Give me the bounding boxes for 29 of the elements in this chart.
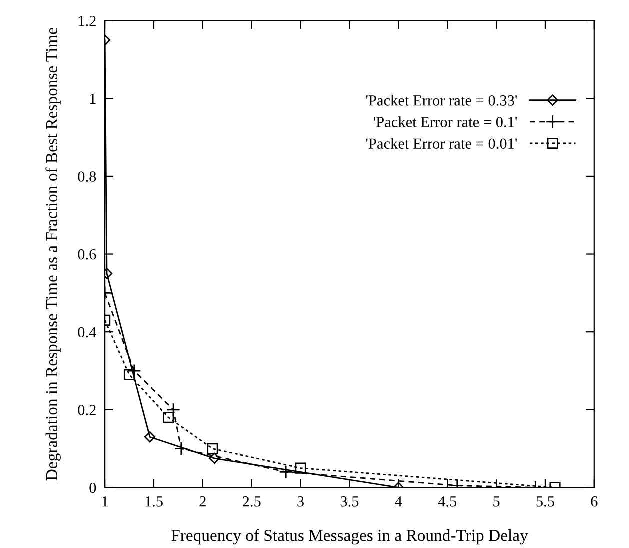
- y-tick-label: 0.4: [78, 327, 96, 338]
- y-tick-label: 0: [90, 482, 96, 494]
- x-tick-label: 1.5: [146, 496, 163, 507]
- point: [295, 462, 306, 474]
- point: [174, 442, 188, 456]
- point: [207, 443, 218, 454]
- y-tick-label: 0.6: [78, 249, 96, 260]
- y-tick-label: 0.2: [78, 405, 96, 416]
- x-tick-label: 5.5: [536, 496, 554, 507]
- point: [279, 465, 294, 480]
- y-axis-title: Degradation in Response Time as a Fraction of Best Response Time: [46, 28, 61, 481]
- legend-label: 'Packet Error rate = 0.01': [366, 138, 518, 150]
- x-tick-label: 5: [494, 496, 500, 507]
- y-tick-label: 1: [90, 94, 96, 104]
- legend-label: 'Packet Error rate = 0.1': [374, 116, 518, 128]
- x-tick-label: 2.5: [242, 496, 261, 507]
- x-tick-label: 1: [102, 496, 108, 507]
- point: [163, 412, 174, 424]
- point: [124, 369, 136, 380]
- x-axis-title: Frequency of Status Messages in a Round-Trip Delay: [172, 529, 528, 545]
- x-tick-label: 4: [395, 496, 402, 507]
- legend-label: 'Packet Error rate = 0.33': [366, 95, 518, 106]
- y-tick-label: 1.2: [78, 16, 96, 26]
- x-tick-label: 2: [200, 496, 206, 507]
- x-tick-label: 3.5: [340, 496, 359, 507]
- x-tick-label: 3: [298, 496, 304, 507]
- y-tick-label: 0.8: [78, 172, 96, 182]
- x-tick-label: 6: [591, 496, 598, 507]
- x-tick-label: 4.5: [438, 496, 457, 507]
